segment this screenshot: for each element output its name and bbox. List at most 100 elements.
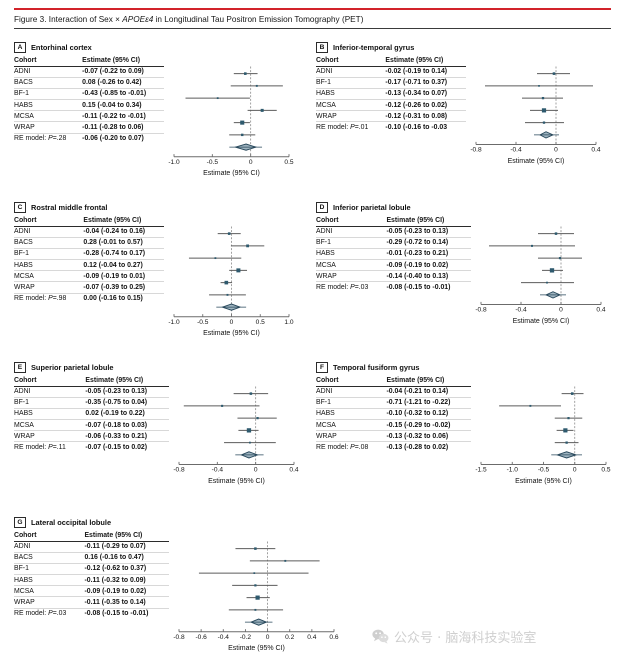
row-estimate-value: -0.35 (-0.75 to 0.04) (85, 397, 169, 409)
table-row: WRAP -0.07 (-0.39 to 0.25) (14, 281, 164, 294)
row-label-cohort: ADNI (316, 226, 387, 238)
table-row: WRAP -0.11 (-0.28 to 0.06) (14, 121, 164, 134)
x-axis-tick-label: -0.4 (218, 634, 230, 641)
point-estimate-marker (284, 559, 287, 562)
point-estimate-marker (538, 85, 540, 87)
study-marker-group (185, 97, 250, 100)
x-axis-tick-label: -0.5 (197, 319, 209, 326)
table-header-row: Cohort Estimate (95% CI) (14, 532, 169, 542)
row-label-cohort: HABS (14, 408, 86, 421)
re-model-diamond-group (551, 451, 582, 459)
point-estimate-marker (567, 417, 570, 420)
x-axis-title: Estimate (95% CI) (507, 158, 565, 165)
row-label-cohort: BF-1 (316, 237, 387, 249)
table-row: BACS 0.08 (-0.26 to 0.42) (14, 77, 164, 89)
panel-body: Cohort Estimate (95% CI) ADNI -0.11 (-0.29 … (14, 532, 344, 652)
study-marker-group (228, 608, 284, 611)
panel-header: F Temporal fusiform gyrus (316, 362, 616, 373)
cohort-estimate-table: Cohort Estimate (95% CI) ADNI -0.04 (-0.21 … (316, 377, 471, 453)
panel-letter-badge: G (14, 517, 26, 528)
row-label-cohort: BF-1 (316, 77, 386, 89)
table-row: ADNI -0.05 (-0.23 to 0.13) (316, 226, 471, 238)
row-label-re-model: RE model: P=.03 (14, 610, 67, 618)
study-marker-group (233, 120, 250, 125)
cohort-estimate-table: Cohort Estimate (95% CI) ADNI -0.05 (-0.23 … (14, 377, 169, 453)
row-label-cohort: WRAP (316, 270, 387, 283)
point-estimate-marker (216, 97, 219, 100)
table-row: RE model: P=.08 -0.13 (-0.28 to 0.02) (316, 442, 471, 453)
figure-caption-gene: APOEε4 (122, 14, 154, 24)
column-header-cohort: Cohort (316, 217, 387, 227)
x-axis-tick-label: -0.8 (470, 147, 482, 154)
row-estimate-value: -0.10 (-0.16 to -0.03 (385, 124, 448, 132)
x-axis-tick-label: -0.5 (207, 159, 219, 166)
row-estimate-value: 0.16 (-0.16 to 0.47) (84, 552, 169, 564)
panel-title: Inferior parietal lobule (333, 203, 411, 212)
row-estimate-value: -0.04 (-0.24 to 0.16) (83, 226, 164, 238)
x-axis-title: Estimate (95% CI) (228, 645, 285, 653)
row-estimate-value: -0.01 (-0.23 to 0.21) (386, 248, 471, 261)
forest-plot: -1.5 -1.0 -0.5 0 0.5 Estimate (95% CI) (471, 377, 616, 485)
wechat-icon (372, 629, 389, 644)
row-label-cohort: HABS (14, 574, 85, 587)
watermark-text: 公众号 · 脑海科技实验室 (394, 631, 537, 646)
table-row: RE model: P=.11 -0.07 (-0.15 to 0.02) (14, 442, 169, 453)
x-axis-tick-label: -0.6 (195, 634, 207, 641)
row-estimate-value: -0.09 (-0.19 to 0.02) (84, 585, 169, 598)
row-estimate-value: 0.15 (-0.04 to 0.34) (82, 99, 164, 112)
row-label-cohort: WRAP (316, 430, 387, 443)
re-model-diamond-group (235, 451, 264, 459)
panel-header: A Entorhinal cortex (14, 42, 299, 53)
forest-plot: -1.0 -0.5 0 0.5 Estimate (95% CI) (164, 57, 299, 177)
figure-caption: Figure 3. Interaction of Sex × APOEε4 in… (14, 10, 611, 28)
study-marker-group (237, 417, 277, 420)
table-row: WRAP -0.12 (-0.31 to 0.08) (316, 110, 466, 123)
panel-title: Superior parietal lobule (31, 363, 114, 372)
table-row: ADNI -0.02 (-0.19 to 0.14) (316, 66, 466, 78)
row-estimate-value: -0.09 (-0.19 to 0.02) (386, 259, 471, 272)
row-estimate-value: -0.06 (-0.20 to 0.07) (82, 135, 144, 143)
study-marker-group (538, 257, 582, 260)
re-model-diamond-group (229, 143, 263, 151)
x-axis-title: Estimate (95% CI) (203, 330, 260, 338)
study-marker-group (198, 572, 309, 574)
study-marker-group (229, 133, 256, 137)
x-axis-tick-label: -0.5 (538, 467, 550, 474)
re-model-diamond-group (534, 131, 559, 139)
row-estimate-value: -0.14 (-0.40 to 0.13) (386, 270, 471, 283)
study-marker-group (233, 392, 269, 395)
x-axis-title: Estimate (95% CI) (203, 170, 260, 178)
point-estimate-marker (244, 72, 247, 75)
point-estimate-marker (214, 257, 217, 260)
row-label-cohort: WRAP (14, 121, 83, 134)
table-row: HABS -0.10 (-0.32 to 0.12) (316, 408, 471, 421)
row-estimate-value: -0.06 (-0.33 to 0.21) (85, 430, 169, 443)
table-row: MCSA -0.11 (-0.22 to -0.01) (14, 110, 164, 123)
row-label-cohort: HABS (316, 408, 387, 421)
row-label-cohort: BF-1 (14, 88, 83, 101)
point-estimate-marker (529, 404, 532, 407)
row-estimate-value: -0.07 (-0.22 to 0.09) (82, 66, 164, 78)
re-model-diamond-group (540, 291, 566, 299)
table-row: BF-1 -0.28 (-0.74 to 0.17) (14, 248, 164, 261)
row-label-cohort: WRAP (316, 110, 386, 123)
column-header-cohort: Cohort (316, 57, 386, 67)
table-row: BACS 0.16 (-0.16 to 0.47) (14, 552, 169, 564)
table-header-row: Cohort Estimate (95% CI) (316, 57, 466, 67)
table-row: BF-1 -0.43 (-0.85 to -0.01) (14, 88, 164, 101)
row-label-cohort: MCSA (14, 585, 85, 598)
panel-letter-badge: D (316, 202, 328, 213)
study-marker-group (232, 584, 278, 587)
x-axis-tick-label: -1.0 (507, 467, 519, 474)
panel-header: E Superior parietal lobule (14, 362, 304, 373)
row-estimate-value: -0.07 (-0.18 to 0.03) (85, 419, 169, 432)
x-axis-tick-label: 0.6 (329, 634, 338, 641)
row-label-cohort: HABS (316, 248, 387, 261)
x-axis-tick-label: 0.5 (601, 467, 610, 474)
study-marker-group (217, 232, 241, 235)
x-axis-title: Estimate (95% CI) (208, 478, 265, 485)
panel-header: D Inferior parietal lobule (316, 202, 611, 213)
header-rule-black (14, 27, 611, 29)
study-marker-group (554, 441, 579, 444)
row-label-cohort: MCSA (316, 419, 387, 432)
